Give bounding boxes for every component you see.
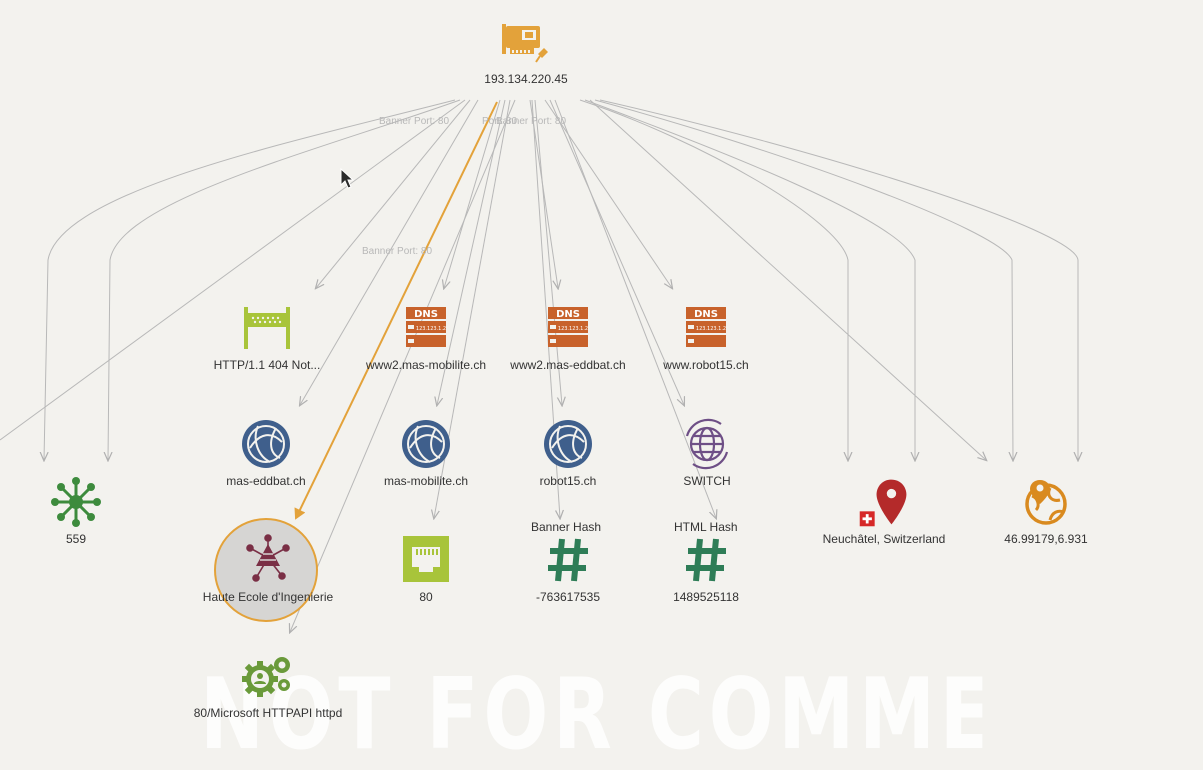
geo-globe-icon bbox=[1018, 474, 1074, 530]
root-ip-node[interactable]: 193.134.220.45 bbox=[476, 14, 576, 86]
svg-text:123.123.1.2: 123.123.1.2 bbox=[696, 326, 726, 332]
banner-hash-caption: Banner Hash bbox=[531, 520, 602, 534]
edge bbox=[579, 99, 848, 460]
domain-label: mas-mobilite.ch bbox=[383, 474, 469, 488]
port-label: 80 bbox=[419, 590, 433, 604]
dns-icon: DNS 123.123.1.2 bbox=[398, 300, 454, 356]
domain-node-mas-eddbat[interactable]: mas-eddbat.ch bbox=[216, 416, 316, 488]
globe-icon bbox=[238, 416, 294, 472]
dns-icon: DNS 123.123.1.2 bbox=[540, 300, 596, 356]
edge-label: Banner Port: 80 bbox=[496, 116, 567, 127]
edge-label: Banner Port: 80 bbox=[362, 246, 433, 257]
http-banner-label: HTTP/1.1 404 Not... bbox=[213, 358, 321, 372]
ethernet-port-icon bbox=[398, 532, 454, 588]
mouse-cursor-icon bbox=[340, 168, 355, 189]
html-hash-caption: HTML Hash bbox=[674, 520, 738, 534]
edge bbox=[316, 99, 471, 288]
svg-text:DNS: DNS bbox=[414, 309, 438, 320]
edge bbox=[554, 99, 716, 518]
domain-node-robot15[interactable]: robot15.ch bbox=[518, 416, 618, 488]
globe-icon bbox=[398, 416, 454, 472]
geo-coordinates-node[interactable]: 46.99179,6.931 bbox=[996, 474, 1096, 546]
network-card-icon bbox=[498, 14, 554, 70]
banner-hash-value: -763617535 bbox=[535, 590, 601, 604]
watermark-text: NOT FOR COMMERCIAL USE bbox=[200, 660, 983, 770]
http-banner-icon bbox=[239, 300, 295, 356]
edge bbox=[534, 99, 562, 405]
edge bbox=[108, 99, 461, 460]
html-hash-value: 1489525118 bbox=[673, 590, 739, 604]
edge bbox=[44, 99, 456, 460]
edge bbox=[444, 99, 501, 288]
html-hash-node[interactable]: 1489525118 bbox=[664, 532, 748, 604]
swiss-flag-icon bbox=[859, 511, 875, 527]
edge bbox=[589, 99, 986, 460]
edge-label: Banner Port: 80 bbox=[379, 116, 450, 127]
edge bbox=[584, 99, 915, 460]
banner-hash-node[interactable]: -763617535 bbox=[526, 532, 610, 604]
organization-node[interactable]: Haute Ecole d'Ingenierie bbox=[193, 532, 343, 604]
as-node-switch[interactable]: SWITCH bbox=[657, 416, 757, 488]
domain-node-mas-mobilite[interactable]: mas-mobilite.ch bbox=[376, 416, 476, 488]
highlighted-edge[interactable] bbox=[294, 101, 498, 520]
http-banner-node[interactable]: HTTP/1.1 404 Not... bbox=[205, 300, 329, 372]
as-globe-icon bbox=[679, 416, 735, 472]
domain-label: mas-eddbat.ch bbox=[226, 474, 306, 488]
edge bbox=[599, 99, 1078, 460]
organization-label: Haute Ecole d'Ingenierie bbox=[202, 590, 334, 604]
globe-icon bbox=[540, 416, 596, 472]
svg-text:123.123.1.2: 123.123.1.2 bbox=[416, 326, 446, 332]
dns-icon: DNS 123.123.1.2 bbox=[678, 300, 734, 356]
edge bbox=[594, 99, 1013, 460]
dns-node-mas-eddbat[interactable]: DNS 123.123.1.2 www2.mas-eddbat.ch bbox=[504, 300, 632, 372]
geo-coordinates-label: 46.99179,6.931 bbox=[1004, 532, 1088, 546]
location-label: Neuchâtel, Switzerland bbox=[822, 532, 946, 546]
edge bbox=[529, 99, 558, 288]
location-pin-icon bbox=[856, 474, 912, 530]
organization-icon bbox=[240, 532, 296, 588]
hub-icon bbox=[48, 474, 104, 530]
edge-label: Port: 80 bbox=[482, 116, 518, 127]
count-label: 559 bbox=[65, 532, 87, 546]
hash-icon bbox=[540, 532, 596, 588]
pin-icon bbox=[535, 48, 548, 63]
dns-label: www2.mas-eddbat.ch bbox=[510, 358, 626, 372]
svg-text:123.123.1.2: 123.123.1.2 bbox=[558, 326, 588, 332]
service-node[interactable]: 80/Microsoft HTTPAPI httpd bbox=[182, 648, 354, 720]
edge bbox=[0, 99, 466, 441]
root-ip-label: 193.134.220.45 bbox=[484, 72, 568, 86]
count-node-559[interactable]: 559 bbox=[48, 474, 104, 546]
dns-label: www2.mas-mobilite.ch bbox=[365, 358, 487, 372]
hash-icon bbox=[678, 532, 734, 588]
edge bbox=[544, 99, 672, 288]
svg-text:DNS: DNS bbox=[556, 309, 580, 320]
dns-node-robot15[interactable]: DNS 123.123.1.2 www.robot15.ch bbox=[656, 300, 756, 372]
domain-label: robot15.ch bbox=[539, 474, 597, 488]
edge bbox=[300, 99, 479, 405]
service-gears-icon bbox=[240, 648, 296, 704]
edges bbox=[0, 99, 1078, 632]
edge bbox=[290, 99, 516, 632]
svg-text:DNS: DNS bbox=[694, 309, 718, 320]
edge bbox=[549, 99, 684, 405]
dns-node-mas-mobilite[interactable]: DNS 123.123.1.2 www2.mas-mobilite.ch bbox=[360, 300, 492, 372]
service-label: 80/Microsoft HTTPAPI httpd bbox=[193, 706, 343, 720]
dns-label: www.robot15.ch bbox=[663, 358, 749, 372]
location-node[interactable]: Neuchâtel, Switzerland bbox=[818, 474, 950, 546]
as-label: SWITCH bbox=[683, 474, 731, 488]
port-node-80[interactable]: 80 bbox=[386, 532, 466, 604]
